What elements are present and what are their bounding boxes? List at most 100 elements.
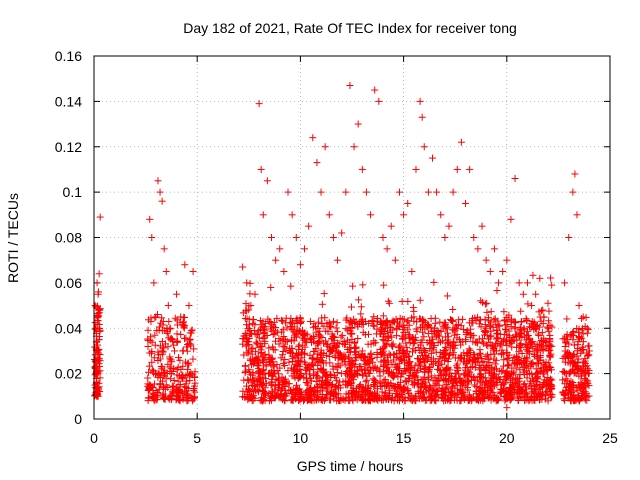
data-point <box>239 309 247 317</box>
data-point <box>329 362 337 370</box>
data-point <box>426 386 434 394</box>
data-point <box>445 222 453 230</box>
data-point <box>536 323 544 331</box>
data-point <box>486 338 494 346</box>
data-point <box>351 351 359 359</box>
data-point <box>505 333 513 341</box>
data-point <box>494 339 502 347</box>
data-point <box>379 347 387 355</box>
data-point <box>265 390 273 398</box>
data-point <box>373 351 381 359</box>
data-point <box>174 363 182 371</box>
data-point <box>259 387 267 395</box>
data-point <box>252 338 260 346</box>
data-point <box>511 325 519 333</box>
data-point <box>441 234 449 241</box>
data-point <box>524 327 532 335</box>
data-point <box>154 348 162 356</box>
data-point <box>498 381 506 389</box>
data-point <box>148 234 156 241</box>
y-tick-label: 0.14 <box>55 93 82 109</box>
data-point <box>398 370 406 378</box>
data-point <box>156 188 164 196</box>
data-point <box>577 366 585 374</box>
data-point <box>268 392 276 400</box>
data-point <box>342 325 350 333</box>
data-point <box>459 378 467 386</box>
data-point <box>95 360 103 368</box>
data-point <box>246 279 254 287</box>
data-point <box>150 279 158 287</box>
data-point <box>500 356 508 364</box>
data-point <box>245 302 253 310</box>
data-point <box>371 379 379 387</box>
data-point <box>255 100 263 108</box>
data-point <box>447 316 455 324</box>
data-point <box>164 328 172 336</box>
data-point <box>568 394 576 402</box>
data-point <box>161 395 169 403</box>
data-point <box>326 370 334 378</box>
data-point <box>269 346 277 354</box>
data-point <box>481 321 489 329</box>
data-point <box>474 313 482 321</box>
data-point <box>318 353 326 361</box>
data-point <box>324 379 332 387</box>
data-point <box>400 211 408 219</box>
data-point <box>578 343 586 351</box>
data-point <box>490 345 498 353</box>
data-point <box>282 314 290 322</box>
data-point <box>359 328 367 336</box>
data-point <box>404 199 412 207</box>
data-point <box>313 339 321 347</box>
data-point <box>427 324 435 332</box>
data-point <box>306 390 314 398</box>
data-point <box>508 369 516 377</box>
data-point <box>430 343 438 351</box>
data-point <box>246 290 254 298</box>
data-point <box>507 215 515 223</box>
data-point <box>535 332 543 340</box>
data-point <box>561 279 569 287</box>
data-point <box>382 341 390 349</box>
data-point <box>317 188 325 196</box>
data-point <box>388 341 396 349</box>
data-point <box>384 379 392 387</box>
data-point <box>329 317 337 325</box>
data-point <box>508 343 516 351</box>
data-point <box>562 339 570 347</box>
data-point <box>173 338 181 346</box>
data-point <box>439 394 447 402</box>
data-point <box>271 382 279 390</box>
data-point <box>433 188 441 196</box>
data-point <box>250 360 258 368</box>
data-point <box>537 336 545 344</box>
data-point <box>490 245 498 253</box>
data-point <box>481 374 489 382</box>
data-point <box>581 396 589 404</box>
data-point <box>166 392 174 400</box>
data-point <box>574 386 582 394</box>
data-point <box>245 335 253 343</box>
data-point <box>531 352 539 360</box>
data-point <box>545 307 553 315</box>
data-point <box>343 336 351 344</box>
data-point <box>486 383 494 391</box>
data-point <box>422 363 430 371</box>
data-point <box>298 354 306 362</box>
data-point <box>91 363 99 371</box>
data-point <box>376 330 384 338</box>
data-point <box>314 324 322 332</box>
data-point <box>292 234 300 241</box>
data-point <box>487 396 495 404</box>
data-point <box>314 382 322 390</box>
y-tick-label: 0.06 <box>55 275 82 291</box>
data-point <box>460 326 468 334</box>
data-point <box>388 361 396 369</box>
data-point <box>417 388 425 396</box>
data-point <box>574 355 582 363</box>
data-point <box>571 368 579 376</box>
data-point <box>358 383 366 391</box>
data-point <box>305 222 313 230</box>
data-point <box>411 362 419 370</box>
